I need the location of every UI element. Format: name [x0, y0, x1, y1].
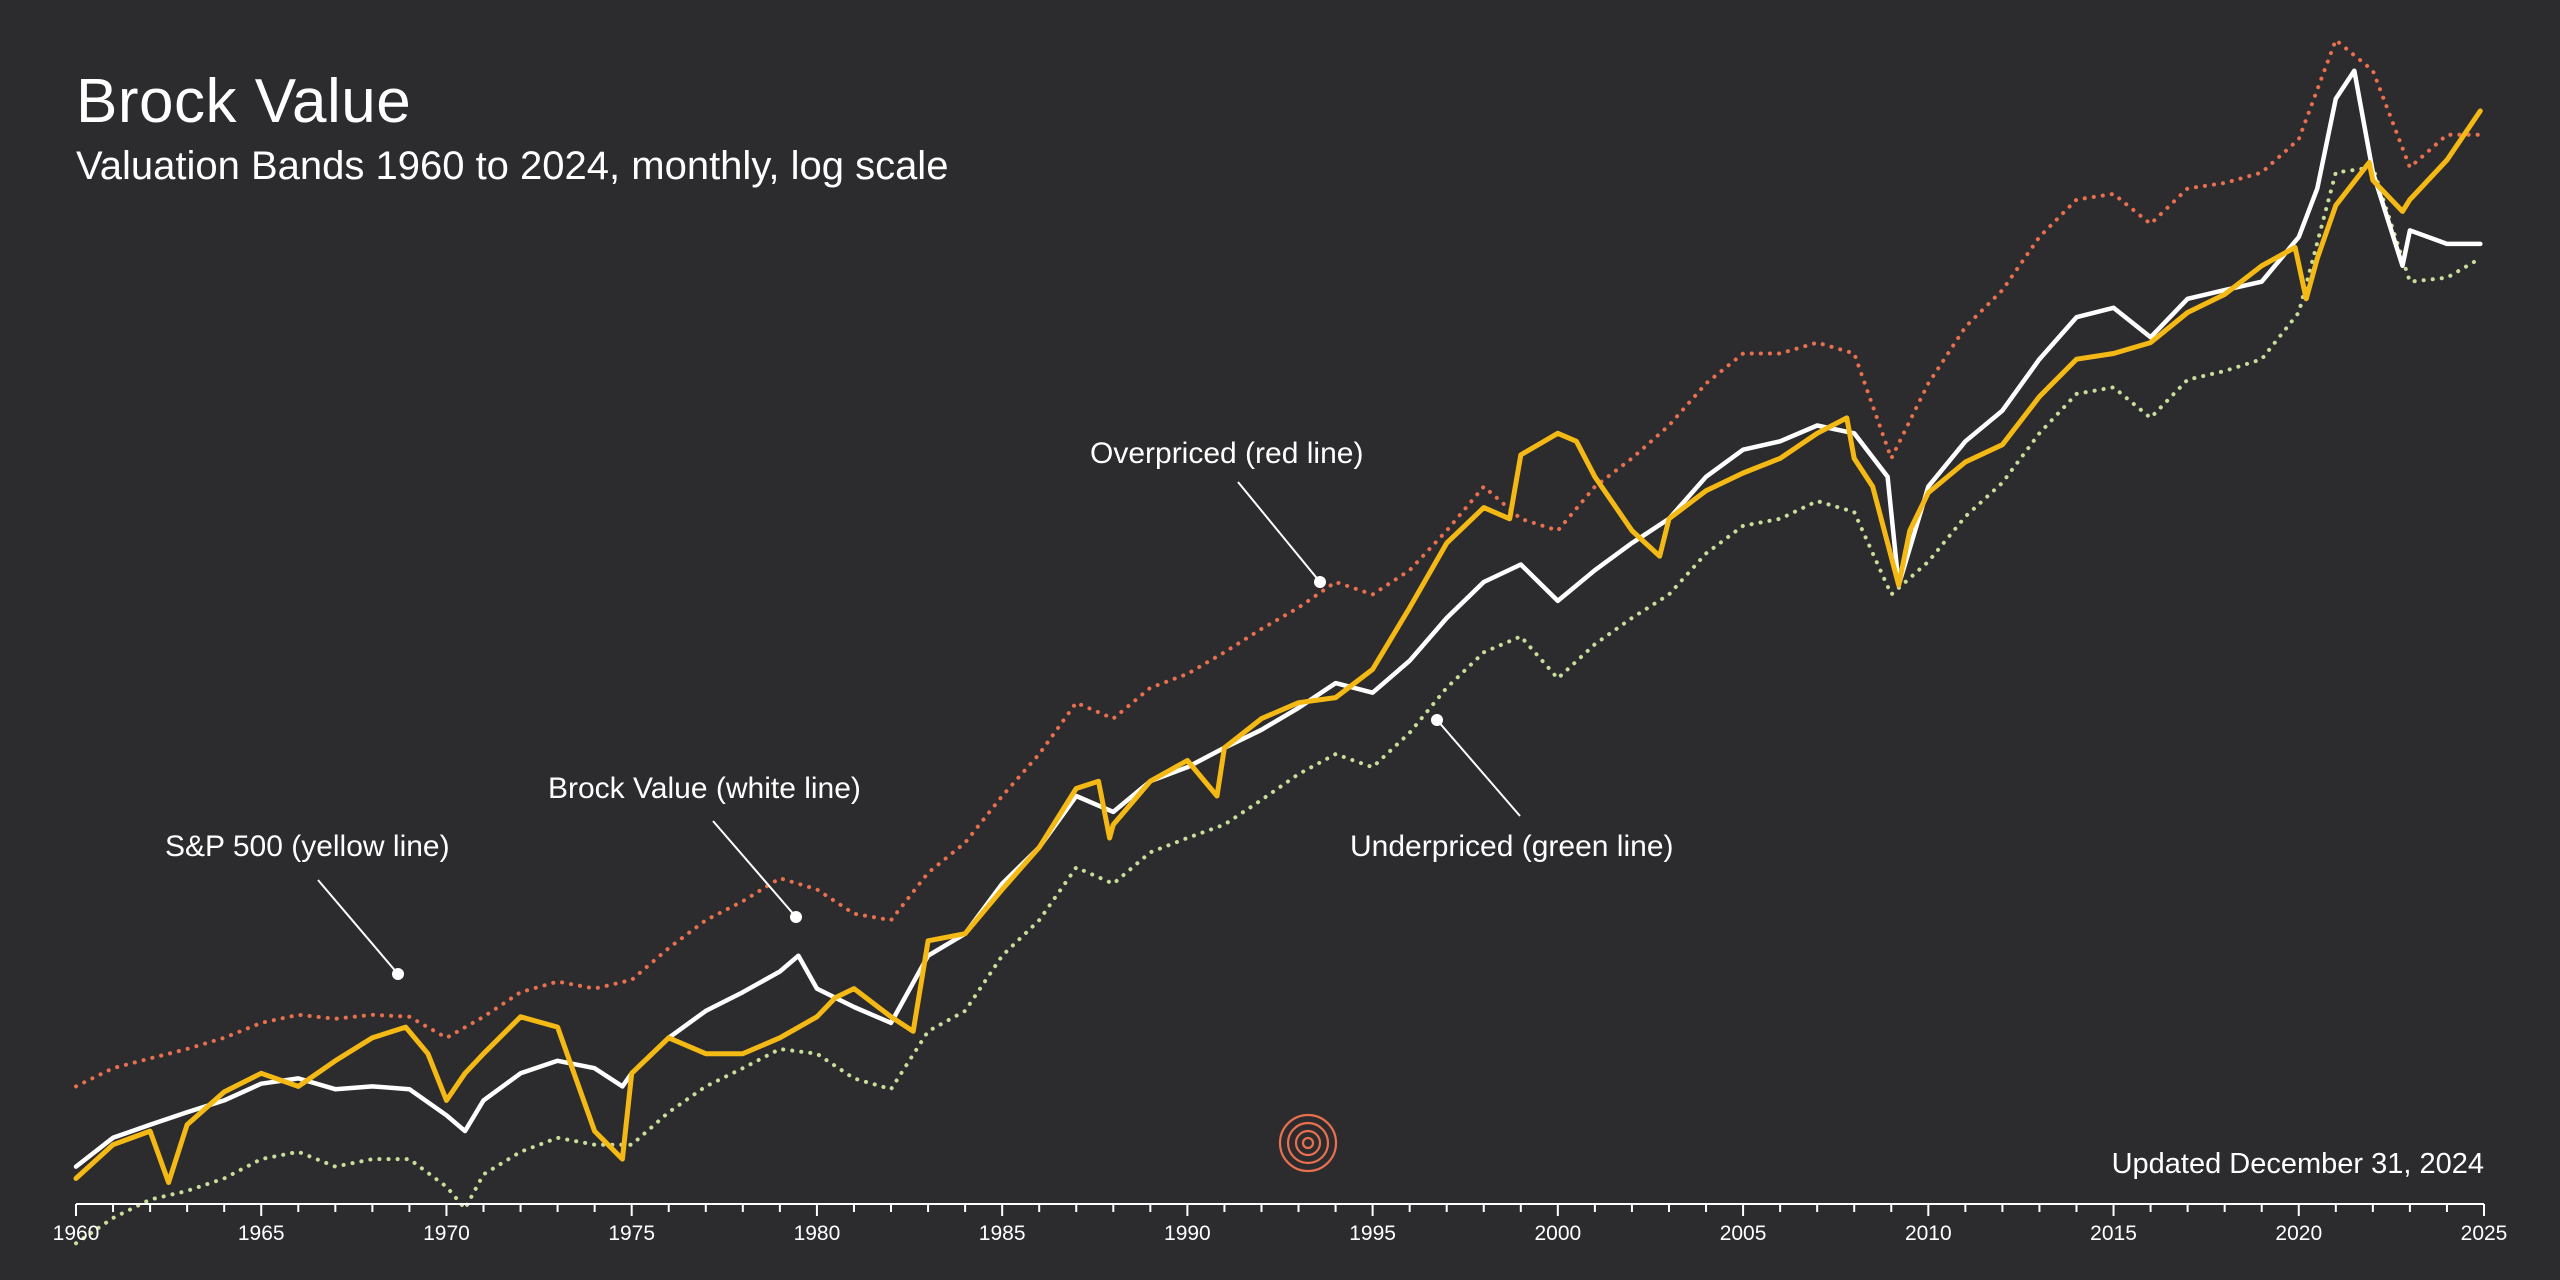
concentric-circles-icon	[1278, 1113, 1338, 1173]
x-tick-label-1965: 1965	[238, 1222, 285, 1245]
series-underpriced-line	[74, 165, 2483, 1246]
chart-title: Brock Value	[76, 67, 412, 136]
annotation-overpriced-leader	[1237, 481, 1321, 583]
x-tick-label-2000: 2000	[1534, 1222, 1581, 1245]
concentric-circles-icon-ring	[1301, 1136, 1315, 1150]
annotation-underpriced-label: Underpriced (green line)	[1350, 830, 1674, 863]
concentric-circles-icon-ring	[1286, 1121, 1330, 1165]
annotation-sp500-leader	[317, 879, 399, 975]
series-overpriced-line	[74, 38, 2483, 1089]
x-tick-label-2010: 2010	[1905, 1222, 1952, 1245]
annotation-underpriced-dot	[1431, 714, 1443, 726]
annotation-overpriced-dot	[1314, 576, 1326, 588]
updated-date: Updated December 31, 2024	[2111, 1148, 2484, 1180]
concentric-circles-icon-ring	[1294, 1129, 1322, 1157]
x-tick-label-1975: 1975	[608, 1222, 655, 1245]
x-tick-label-1985: 1985	[979, 1222, 1026, 1245]
x-tick-label-1960: 1960	[53, 1222, 100, 1245]
annotation-brock-dot	[790, 911, 802, 923]
annotation-sp500-label: S&P 500 (yellow line)	[165, 830, 450, 863]
series-brock-value-line	[73, 68, 2483, 1169]
annotation-underpriced-leader	[1436, 719, 1521, 817]
x-tick-label-2020: 2020	[2275, 1222, 2322, 1245]
x-tick-label-2015: 2015	[2090, 1222, 2137, 1245]
x-tick-label-1995: 1995	[1349, 1222, 1396, 1245]
x-tick-label-2025: 2025	[2461, 1222, 2508, 1245]
annotation-brock-leader	[712, 820, 797, 918]
x-tick-label-1990: 1990	[1164, 1222, 1211, 1245]
annotation-brock-label: Brock Value (white line)	[548, 772, 861, 805]
chart-subtitle: Valuation Bands 1960 to 2024, monthly, l…	[76, 144, 949, 188]
annotation-overpriced-label: Overpriced (red line)	[1090, 437, 1364, 470]
x-tick-label-1980: 1980	[794, 1222, 841, 1245]
annotation-sp500-dot	[392, 968, 404, 980]
x-tick-label-1970: 1970	[423, 1222, 470, 1245]
series-sp500-line	[73, 108, 2483, 1185]
x-tick-label-2005: 2005	[1720, 1222, 1767, 1245]
